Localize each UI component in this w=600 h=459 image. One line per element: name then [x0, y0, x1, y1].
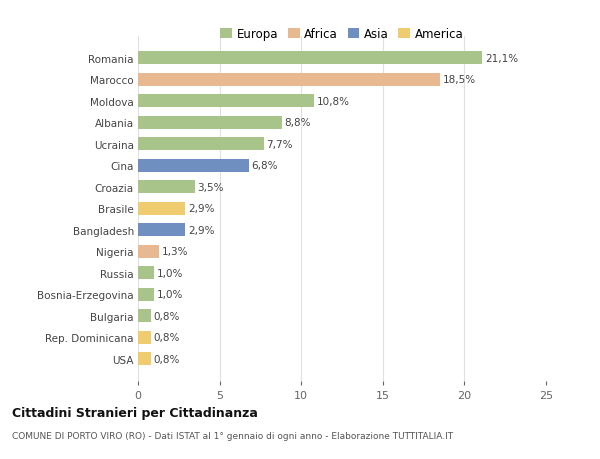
Bar — [138, 52, 482, 65]
Text: 7,7%: 7,7% — [266, 140, 293, 150]
Bar — [138, 224, 185, 237]
Bar — [138, 95, 314, 108]
Text: 18,5%: 18,5% — [442, 75, 475, 85]
Bar — [138, 74, 440, 87]
Bar — [138, 288, 154, 301]
Legend: Europa, Africa, Asia, America: Europa, Africa, Asia, America — [215, 24, 469, 46]
Text: 6,8%: 6,8% — [251, 161, 278, 171]
Text: 0,8%: 0,8% — [154, 311, 180, 321]
Text: 2,9%: 2,9% — [188, 225, 214, 235]
Bar — [138, 202, 185, 215]
Bar — [138, 117, 281, 129]
Text: 0,8%: 0,8% — [154, 354, 180, 364]
Text: 0,8%: 0,8% — [154, 332, 180, 342]
Bar — [138, 267, 154, 280]
Text: 21,1%: 21,1% — [485, 54, 518, 64]
Text: Cittadini Stranieri per Cittadinanza: Cittadini Stranieri per Cittadinanza — [12, 406, 258, 419]
Text: 2,9%: 2,9% — [188, 204, 214, 214]
Text: 10,8%: 10,8% — [317, 97, 350, 106]
Text: 3,5%: 3,5% — [197, 182, 224, 192]
Bar — [138, 138, 263, 151]
Bar — [138, 245, 159, 258]
Bar — [138, 331, 151, 344]
Bar — [138, 309, 151, 323]
Bar — [138, 353, 151, 365]
Text: 1,0%: 1,0% — [157, 268, 183, 278]
Text: 1,0%: 1,0% — [157, 290, 183, 300]
Bar — [138, 160, 249, 173]
Bar — [138, 181, 195, 194]
Text: COMUNE DI PORTO VIRO (RO) - Dati ISTAT al 1° gennaio di ogni anno - Elaborazione: COMUNE DI PORTO VIRO (RO) - Dati ISTAT a… — [12, 431, 453, 441]
Text: 1,3%: 1,3% — [161, 247, 188, 257]
Text: 8,8%: 8,8% — [284, 118, 311, 128]
